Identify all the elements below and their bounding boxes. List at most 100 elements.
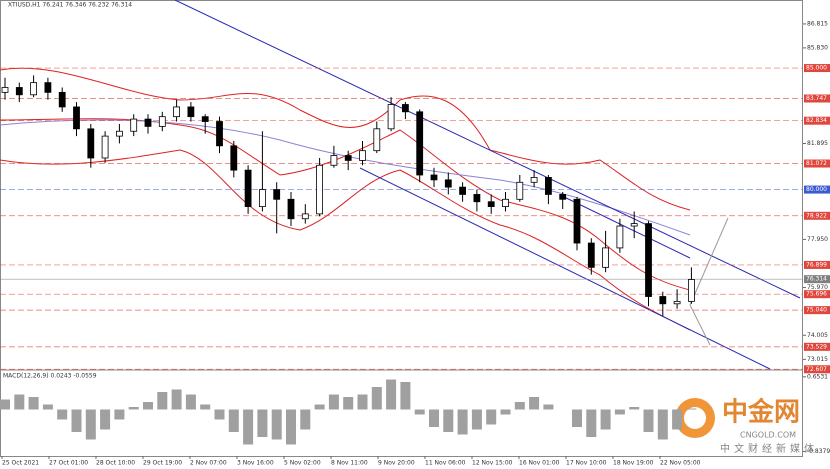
- level-label: 80.000: [806, 186, 827, 193]
- macd-bar: [629, 407, 640, 410]
- candle-body: [316, 164, 324, 215]
- macd-bar: [586, 409, 597, 437]
- candle-body: [487, 201, 495, 207]
- candle-body: [344, 155, 352, 161]
- candle-body: [530, 177, 538, 183]
- arrow-up: [689, 217, 729, 306]
- x-tick-label: 22 Nov 05:00: [660, 460, 701, 467]
- candle-body: [416, 111, 424, 176]
- slogan: 中文财经新媒体: [720, 442, 818, 455]
- level-label: 75.696: [806, 291, 827, 298]
- macd-bar: [686, 408, 697, 410]
- x-tick-label: 28 Oct 10:00: [96, 460, 135, 467]
- macd-bar: [443, 409, 454, 432]
- candle-body: [573, 198, 581, 244]
- candle-body: [516, 181, 524, 200]
- channel-lower: [359, 167, 771, 370]
- level-box: [804, 306, 830, 315]
- candle-body: [401, 104, 409, 113]
- macd-bar: [457, 409, 468, 435]
- candle-body: [173, 106, 181, 118]
- level-box: [804, 185, 830, 194]
- macd-bar: [543, 404, 554, 410]
- candle-body: [387, 104, 395, 130]
- macd-bar: [343, 397, 354, 410]
- candle-body: [545, 177, 552, 195]
- macd-bar: [371, 387, 382, 410]
- candle-body: [44, 82, 52, 93]
- x-tick-label: 12 Nov 15:00: [472, 460, 513, 467]
- level-label: 82.834: [806, 117, 827, 124]
- candle-body: [15, 87, 23, 96]
- candle-body: [444, 179, 452, 188]
- macd-bar: [14, 394, 25, 410]
- x-tick-label: 16 Nov 01:00: [519, 460, 560, 467]
- bollinger-lower: [0, 149, 691, 331]
- y-tick-label: 74.005: [807, 332, 828, 339]
- level-box: [804, 159, 830, 168]
- macd-title: MACD(12,26,9) 0.0243 -0.0559: [3, 373, 97, 380]
- candle-body: [373, 128, 381, 152]
- macd-bar: [357, 394, 368, 410]
- macd-tick-label: -0.8379: [807, 448, 830, 455]
- candle-body: [559, 194, 567, 200]
- candle-body: [58, 91, 66, 108]
- candle-body: [30, 82, 38, 96]
- candle-body: [645, 223, 652, 297]
- candle-body: [87, 128, 95, 159]
- macd-bar: [271, 409, 282, 440]
- macd-bar: [257, 409, 268, 437]
- candle-body: [116, 130, 123, 137]
- level-label: 73.529: [806, 343, 827, 350]
- candle-body: [659, 296, 667, 305]
- macd-bar: [28, 397, 39, 410]
- x-tick-label: 11 Nov 06:00: [425, 460, 466, 467]
- macd-bar: [143, 402, 153, 410]
- macd-bar: [57, 409, 68, 420]
- macd-bar: [657, 409, 668, 440]
- level-label: 76.899: [806, 261, 827, 268]
- candle-body: [473, 194, 481, 203]
- macd-bar: [71, 409, 82, 432]
- candle-body: [216, 121, 223, 147]
- level-label: 83.747: [806, 95, 827, 102]
- macd-bar: [185, 394, 196, 410]
- site: CNGOLD.COM: [740, 431, 796, 440]
- candle-body: [502, 198, 509, 207]
- candle-body: [301, 213, 309, 220]
- macd-bar: [157, 392, 168, 410]
- level-label: 78.922: [806, 212, 827, 219]
- macd-bar: [600, 409, 611, 430]
- macd-bar: [300, 409, 311, 430]
- candle-body: [230, 145, 238, 171]
- level-box: [804, 290, 830, 299]
- macd-bar: [672, 409, 683, 430]
- macd-bar: [500, 409, 511, 415]
- candle-body: [130, 118, 138, 132]
- macd-bar: [286, 409, 296, 445]
- x-tick-label: 9 Nov 20:00: [378, 460, 415, 467]
- candle-body: [330, 155, 338, 166]
- level-label: 76.314: [806, 276, 827, 283]
- x-tick-label: 27 Oct 01:00: [49, 460, 88, 467]
- level-box: [804, 342, 830, 351]
- macd-bar: [100, 409, 111, 430]
- candle-body: [359, 150, 366, 161]
- level-label: 75.040: [806, 307, 827, 314]
- candle-body: [602, 247, 609, 268]
- x-tick-label: 25 Oct 2021: [2, 460, 39, 467]
- macd-bar: [171, 389, 182, 410]
- macd-bar: [128, 407, 139, 410]
- level-box: [804, 275, 830, 284]
- y-tick-label: 75.970: [807, 284, 828, 291]
- level-box: [804, 116, 830, 125]
- candle-body: [630, 223, 638, 227]
- macd-bar: [643, 409, 654, 432]
- y-tick-label: 73.015: [807, 356, 828, 363]
- level-box: [804, 211, 830, 220]
- y-tick-label: 85.830: [807, 44, 828, 51]
- level-box: [804, 64, 830, 73]
- candle-body: [587, 242, 595, 268]
